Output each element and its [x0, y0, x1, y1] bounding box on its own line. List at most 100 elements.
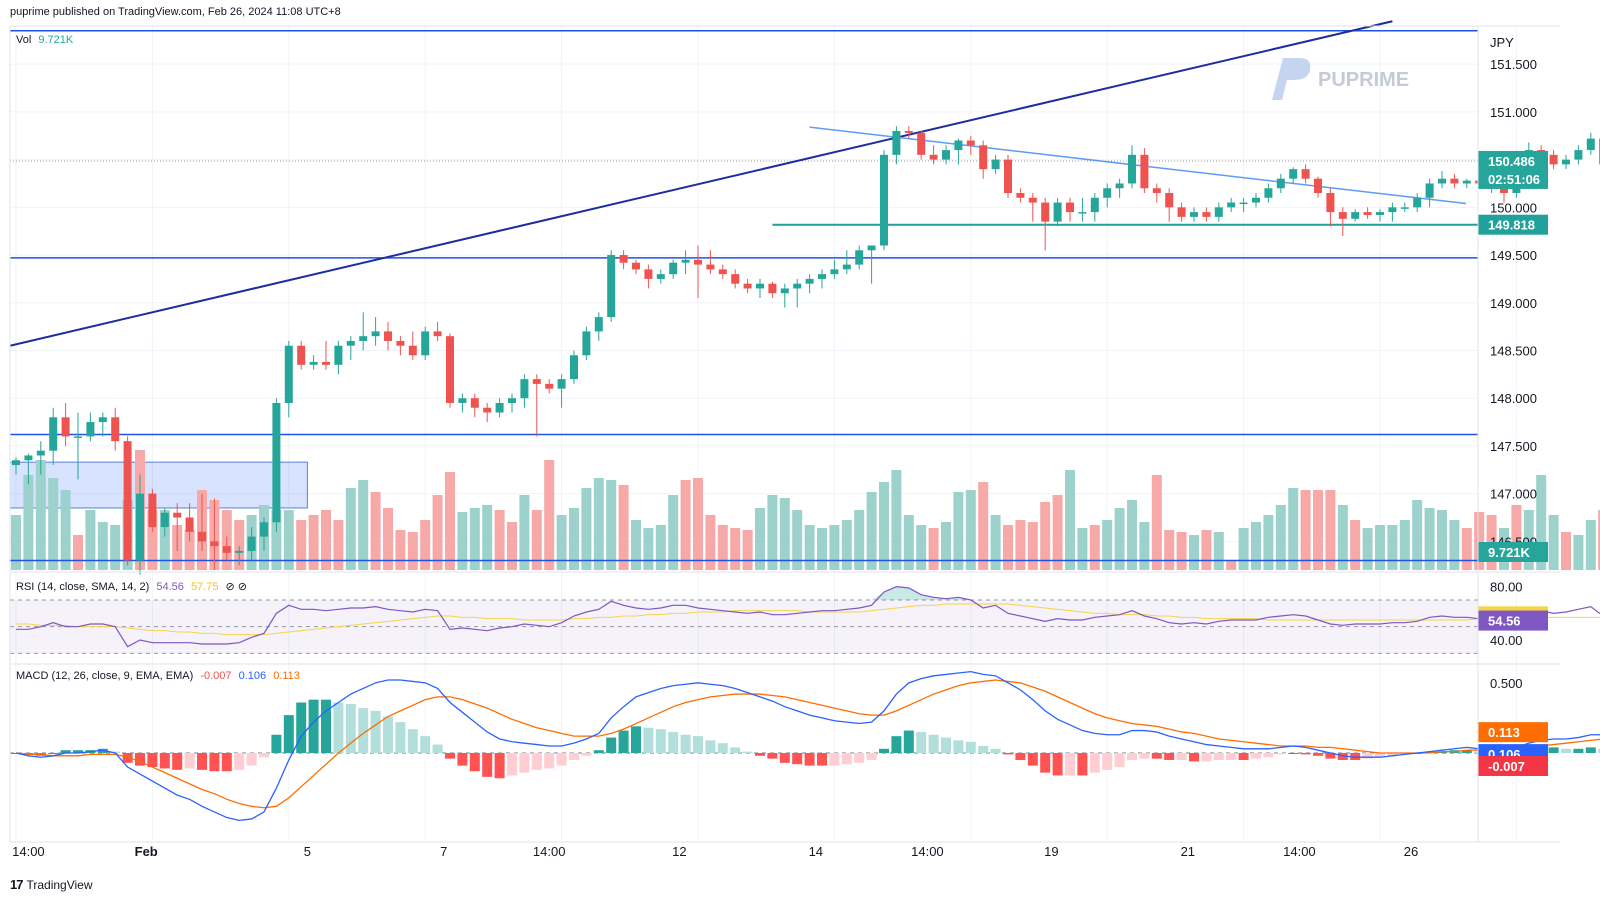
macd-histogram-bar: [197, 753, 207, 770]
puprime-logo-icon: [1272, 58, 1311, 100]
macd-histogram-bar: [172, 753, 183, 770]
macd-histogram-bar: [655, 729, 666, 753]
rising-trendline: [9, 20, 1393, 347]
candle-body: [1004, 159, 1012, 194]
candle: [1252, 193, 1260, 208]
volume-bar: [928, 528, 939, 570]
macd-histogram-bar: [1201, 753, 1212, 762]
candle-body: [1239, 202, 1248, 205]
macd-signal-value-label-bg: [1478, 722, 1548, 743]
candle-body: [942, 150, 950, 160]
macd-histogram-bar: [730, 747, 741, 753]
price-tick-label: 147.500: [1490, 439, 1537, 454]
macd-histogram-bar: [916, 731, 927, 753]
volume-bar: [1362, 528, 1373, 570]
candle: [632, 259, 640, 275]
candle: [98, 412, 107, 437]
volume-bar: [308, 515, 319, 570]
volume-bar: [705, 515, 716, 570]
candle: [1165, 188, 1174, 222]
volume-legend-label: Vol: [16, 34, 32, 46]
volume-bar: [668, 495, 679, 570]
candle: [545, 379, 554, 394]
candle: [805, 274, 814, 294]
volume-bar: [1238, 528, 1249, 570]
candle-body: [1252, 197, 1260, 203]
candle-body: [830, 269, 839, 275]
candle-body: [1586, 138, 1595, 151]
macd-histogram-bar: [445, 753, 455, 759]
volume-bar: [445, 472, 455, 570]
candle-body: [632, 262, 640, 270]
volume-bar: [680, 480, 691, 570]
candle-body: [1400, 207, 1409, 209]
candle-body: [346, 340, 355, 346]
macd-histogram-bar: [1598, 748, 1600, 753]
volume-bar: [358, 480, 369, 570]
volume-legend[interactable]: Vol 9.721K: [16, 34, 77, 46]
candle-body: [793, 283, 802, 289]
volume-bar: [1263, 515, 1274, 570]
rsi-legend-value: 54.56: [156, 581, 184, 593]
candle: [582, 326, 591, 361]
candle: [1177, 202, 1186, 222]
candle: [1239, 197, 1248, 213]
candle-body: [1438, 178, 1446, 184]
candle: [966, 135, 975, 155]
candle: [842, 250, 851, 275]
candle: [86, 412, 95, 442]
candle-body: [644, 269, 653, 279]
macd-histogram-bar: [1337, 753, 1348, 761]
candle-body: [1326, 193, 1335, 213]
macd-histogram-bar: [1040, 753, 1051, 773]
volume-bar: [841, 520, 852, 570]
volume-bar: [965, 490, 976, 570]
candle: [917, 130, 926, 160]
candle-body: [1338, 212, 1347, 219]
macd-histogram-bar: [618, 730, 629, 753]
candle-body: [272, 402, 281, 523]
volume-bar: [383, 508, 393, 570]
time-axis: 14:00 Feb 5 7 14:00 12 14 14:00 19 21 14:00 26: [12, 844, 1418, 859]
candle-body: [731, 274, 740, 284]
candle: [61, 402, 70, 446]
macd-legend-label: MACD (12, 26, close, 9, EMA, EMA): [16, 670, 194, 682]
macd-histogram-bar: [631, 726, 641, 753]
candle: [198, 493, 206, 551]
candle: [780, 283, 789, 308]
volume-bar: [569, 508, 579, 570]
macd-histogram-bar: [358, 708, 369, 753]
volume-bar: [817, 528, 827, 570]
macd-histogram-bar: [1424, 751, 1435, 753]
candlesticks: [12, 126, 1600, 575]
macd-histogram-bar: [941, 737, 951, 753]
candle: [594, 312, 603, 341]
volume-bar: [1114, 508, 1125, 570]
candle-body: [1276, 178, 1285, 189]
candle-body: [111, 417, 120, 442]
volume-bar: [73, 535, 83, 570]
candle: [210, 498, 219, 570]
macd-histogram-bar: [779, 753, 790, 763]
candle-body: [483, 407, 492, 413]
candle-body: [1140, 154, 1149, 189]
candle-body: [545, 383, 554, 389]
time-tick-label: 14: [809, 844, 823, 859]
candle-body: [880, 154, 888, 246]
trend-lines: [9, 20, 1467, 347]
candle-body: [508, 398, 516, 403]
candle-body: [1152, 188, 1161, 194]
candle-body: [1351, 212, 1360, 219]
time-tick-label: 12: [672, 844, 686, 859]
volume-bar: [432, 495, 443, 570]
macd-legend[interactable]: MACD (12, 26, close, 9, EMA, EMA) -0.007…: [16, 670, 304, 682]
volume-bar: [1288, 488, 1299, 570]
tradingview-footer[interactable]: 17 TradingView: [10, 877, 93, 892]
candle-body: [1115, 183, 1124, 189]
volume-bar: [1251, 522, 1261, 570]
candle: [74, 412, 82, 480]
rsi-legend[interactable]: RSI (14, close, SMA, 14, 2) 54.56 57.75 …: [16, 580, 251, 593]
candle-body: [98, 417, 107, 423]
candle-body: [1053, 202, 1062, 222]
